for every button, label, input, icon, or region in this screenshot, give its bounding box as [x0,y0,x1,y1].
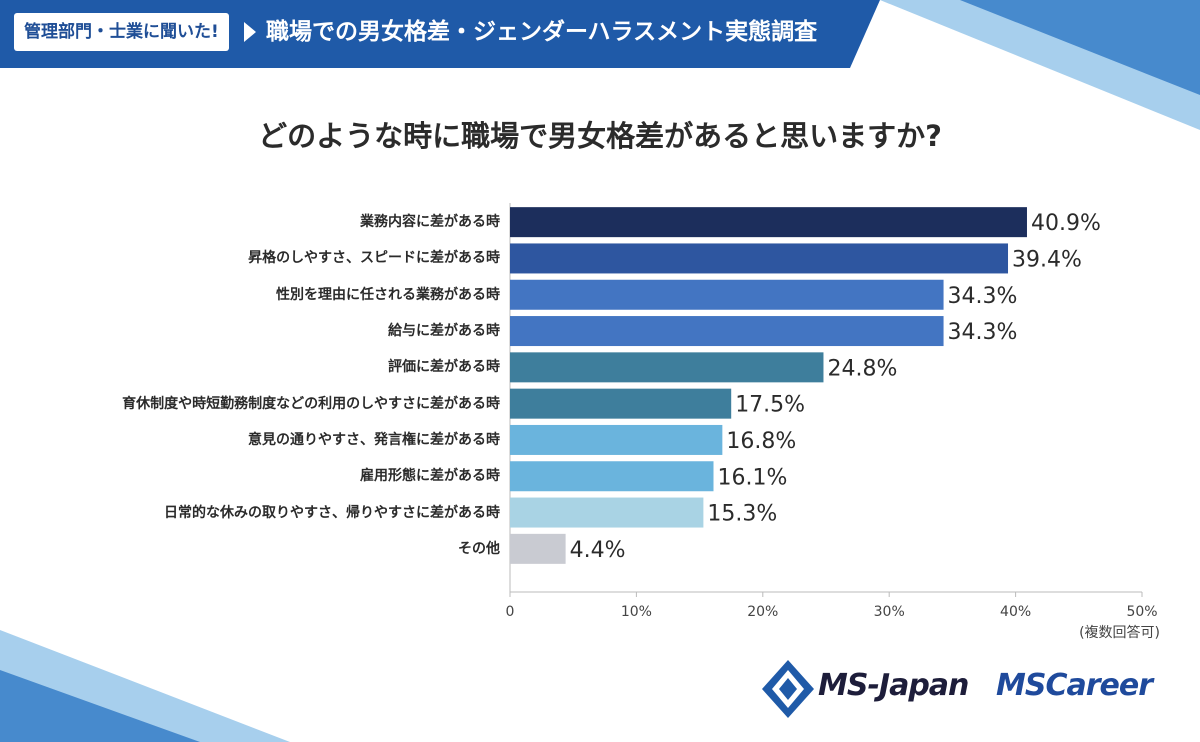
x-tick-label: 50% [1126,604,1157,620]
header-badge: 管理部門・士業に聞いた! [14,13,229,51]
chart-title: どのような時に職場で男女格差があると思いますか? [258,119,942,153]
header-title: 職場での男女格差・ジェンダーハラスメント実態調査 [266,19,818,45]
data-label: 39.4% [1012,247,1082,272]
bar [510,243,1009,274]
x-tick-label: 20% [747,604,778,620]
bar [510,352,824,383]
category-label: その他 [458,540,500,557]
category-label: 性別を理由に任される業務がある時 [276,286,500,303]
x-tick-label: 30% [874,604,905,620]
category-label: 雇用形態に差がある時 [360,468,500,485]
x-tick-label: 10% [621,604,652,620]
ms-career-logo-text: MSCareer [996,668,1153,703]
bar [510,497,704,528]
category-label: 評価に差がある時 [388,359,500,376]
data-label: 15.3% [707,502,777,527]
data-label: 40.9% [1031,211,1101,236]
x-tick-label: 40% [1000,604,1031,620]
data-label: 4.4% [570,538,626,563]
data-label: 34.3% [948,284,1018,309]
bar [510,388,732,419]
data-label: 34.3% [948,320,1018,345]
data-label: 16.8% [726,429,796,454]
header-arrow-icon [244,22,256,42]
ms-japan-logo-icon [762,660,814,718]
ms-japan-logo-text: MS-Japan [818,668,969,703]
category-label: 育休制度や時短勤務制度などの利用のしやすさに差がある時 [122,395,500,412]
data-label: 17.5% [735,393,805,418]
category-label: 給与に差がある時 [388,323,500,340]
bar [510,424,723,455]
category-label: 業務内容に差がある時 [360,214,500,231]
multiple-answer-note: (複数回答可) [1079,625,1160,641]
header-bar: 管理部門・士業に聞いた! 職場での男女格差・ジェンダーハラスメント実態調査 [0,0,1200,68]
bar [510,461,714,492]
category-label: 昇格のしやすさ、スピードに差がある時 [248,250,500,267]
x-tick-label: 0 [506,604,515,620]
category-label: 日常的な休みの取りやすさ、帰りやすさに差がある時 [164,504,500,521]
category-label: 意見の通りやすさ、発言権に差がある時 [248,431,500,448]
bar [510,207,1027,238]
bar [510,279,944,310]
bar [510,316,944,347]
bar [510,533,566,564]
data-label: 24.8% [827,356,897,381]
data-label: 16.1% [718,465,788,490]
